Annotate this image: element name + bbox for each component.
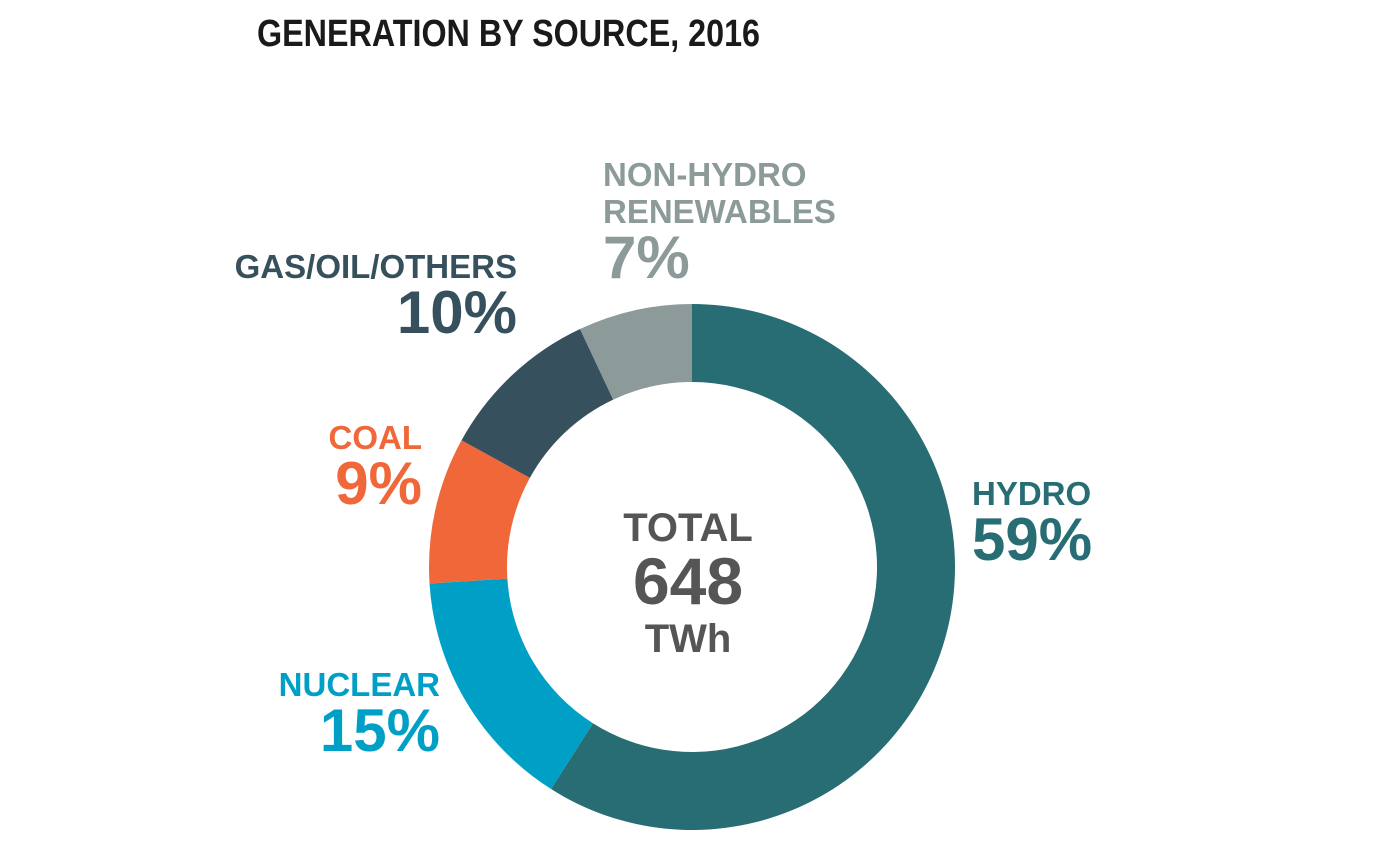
donut-segment [551,304,956,830]
segment-label: NON-HYDRO RENEWABLES [603,156,836,230]
value-label: 59% [972,506,1092,573]
segment-label: GAS/OIL/OTHERS [235,248,517,285]
value-label: 15% [320,697,440,764]
segment-label: COAL [329,419,423,456]
donut-segment [461,329,614,478]
center-value: 648 [633,544,743,618]
chart-title: GENERATION BY SOURCE, 2016 [257,13,760,55]
segment-label: HYDRO [972,475,1091,512]
value-label: 7% [603,224,690,291]
donut-segment [580,304,692,400]
donut-segment [429,578,593,790]
value-label: 9% [335,450,422,517]
value-label: 10% [397,279,517,346]
donut-segment [429,440,530,584]
center-unit: TWh [645,617,732,661]
center-label: TOTAL [623,506,753,550]
segment-label: NUCLEAR [279,666,440,703]
